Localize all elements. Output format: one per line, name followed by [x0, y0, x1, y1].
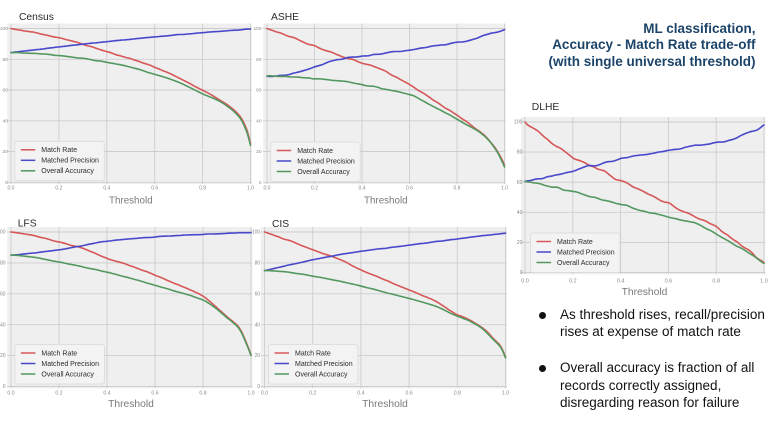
svg-text:0: 0: [257, 384, 260, 390]
svg-text:Matched Precision: Matched Precision: [557, 249, 615, 256]
svg-text:Threshold: Threshold: [108, 399, 154, 410]
svg-text:Match Rate: Match Rate: [41, 350, 77, 357]
svg-text:0.2: 0.2: [55, 391, 62, 397]
svg-text:Match Rate: Match Rate: [557, 239, 593, 246]
svg-text:0: 0: [3, 384, 6, 390]
svg-text:0.8: 0.8: [199, 186, 206, 192]
svg-text:0.2: 0.2: [309, 391, 316, 397]
svg-text:Census: Census: [19, 12, 54, 23]
svg-text:ASHE: ASHE: [271, 12, 299, 23]
svg-text:Match Rate: Match Rate: [295, 350, 331, 357]
svg-text:Overall Accuracy: Overall Accuracy: [557, 260, 610, 267]
svg-text:40: 40: [2, 118, 8, 124]
svg-text:20: 20: [255, 353, 261, 359]
svg-text:0.2: 0.2: [569, 279, 577, 285]
svg-text:Overall Accuracy: Overall Accuracy: [41, 371, 94, 378]
svg-text:60: 60: [2, 88, 8, 94]
svg-text:100: 100: [252, 230, 261, 236]
svg-text:Matched Precision: Matched Precision: [295, 361, 353, 368]
svg-text:100: 100: [253, 26, 261, 32]
svg-text:1.0: 1.0: [760, 279, 768, 285]
svg-text:1.0: 1.0: [501, 186, 508, 192]
svg-text:Match Rate: Match Rate: [297, 148, 333, 155]
svg-text:Overall Accuracy: Overall Accuracy: [41, 168, 94, 175]
svg-text:40: 40: [517, 210, 523, 216]
svg-text:Threshold: Threshold: [364, 196, 408, 207]
svg-text:20: 20: [517, 240, 523, 246]
svg-text:0.6: 0.6: [405, 391, 412, 397]
svg-text:0.6: 0.6: [665, 279, 673, 285]
svg-text:0.0: 0.0: [264, 186, 271, 192]
svg-text:100: 100: [0, 26, 8, 32]
svg-text:0.8: 0.8: [454, 391, 461, 397]
svg-text:1.0: 1.0: [247, 186, 254, 192]
svg-text:1.0: 1.0: [502, 391, 509, 397]
svg-text:0.6: 0.6: [151, 391, 158, 397]
svg-text:20: 20: [0, 353, 6, 359]
svg-text:Matched Precision: Matched Precision: [41, 361, 99, 368]
svg-text:80: 80: [2, 57, 8, 63]
svg-text:0.6: 0.6: [151, 186, 158, 192]
svg-text:0: 0: [259, 180, 262, 186]
svg-text:0.0: 0.0: [261, 391, 268, 397]
svg-text:0.0: 0.0: [521, 279, 529, 285]
svg-text:60: 60: [517, 180, 523, 186]
svg-text:40: 40: [0, 322, 6, 328]
svg-text:LFS: LFS: [18, 219, 37, 230]
svg-text:0.8: 0.8: [712, 279, 720, 285]
svg-text:Matched Precision: Matched Precision: [297, 158, 355, 165]
svg-text:0.4: 0.4: [359, 186, 366, 192]
svg-text:0.2: 0.2: [55, 186, 62, 192]
svg-text:Matched Precision: Matched Precision: [41, 158, 99, 165]
svg-text:CIS: CIS: [272, 219, 289, 230]
svg-text:Match Rate: Match Rate: [41, 147, 77, 154]
svg-text:80: 80: [256, 57, 262, 63]
svg-text:20: 20: [256, 149, 262, 155]
svg-text:60: 60: [255, 291, 261, 297]
svg-text:40: 40: [255, 322, 261, 328]
svg-text:60: 60: [0, 291, 6, 297]
svg-text:0.4: 0.4: [617, 279, 625, 285]
svg-text:40: 40: [256, 118, 262, 124]
svg-text:0.0: 0.0: [7, 391, 14, 397]
svg-text:0.0: 0.0: [8, 186, 15, 192]
svg-text:DLHE: DLHE: [532, 102, 560, 113]
svg-text:80: 80: [255, 261, 261, 267]
svg-text:Overall Accuracy: Overall Accuracy: [297, 169, 350, 176]
svg-text:Threshold: Threshold: [109, 196, 153, 207]
svg-text:1.0: 1.0: [247, 391, 254, 397]
svg-text:20: 20: [2, 149, 8, 155]
svg-text:80: 80: [0, 261, 6, 267]
svg-text:0.2: 0.2: [311, 186, 318, 192]
svg-text:Overall Accuracy: Overall Accuracy: [295, 371, 348, 378]
svg-text:0.4: 0.4: [103, 186, 110, 192]
svg-text:100: 100: [514, 120, 523, 126]
svg-text:80: 80: [517, 150, 523, 156]
svg-text:0.6: 0.6: [406, 186, 413, 192]
svg-text:100: 100: [0, 230, 6, 236]
svg-text:0.8: 0.8: [454, 186, 461, 192]
svg-text:60: 60: [256, 88, 262, 94]
svg-text:Threshold: Threshold: [362, 399, 408, 410]
svg-text:0.4: 0.4: [103, 391, 110, 397]
svg-text:0.4: 0.4: [357, 391, 364, 397]
svg-text:0: 0: [520, 270, 523, 276]
svg-text:Threshold: Threshold: [622, 287, 668, 298]
svg-text:0: 0: [5, 180, 8, 186]
svg-text:0.8: 0.8: [199, 391, 206, 397]
